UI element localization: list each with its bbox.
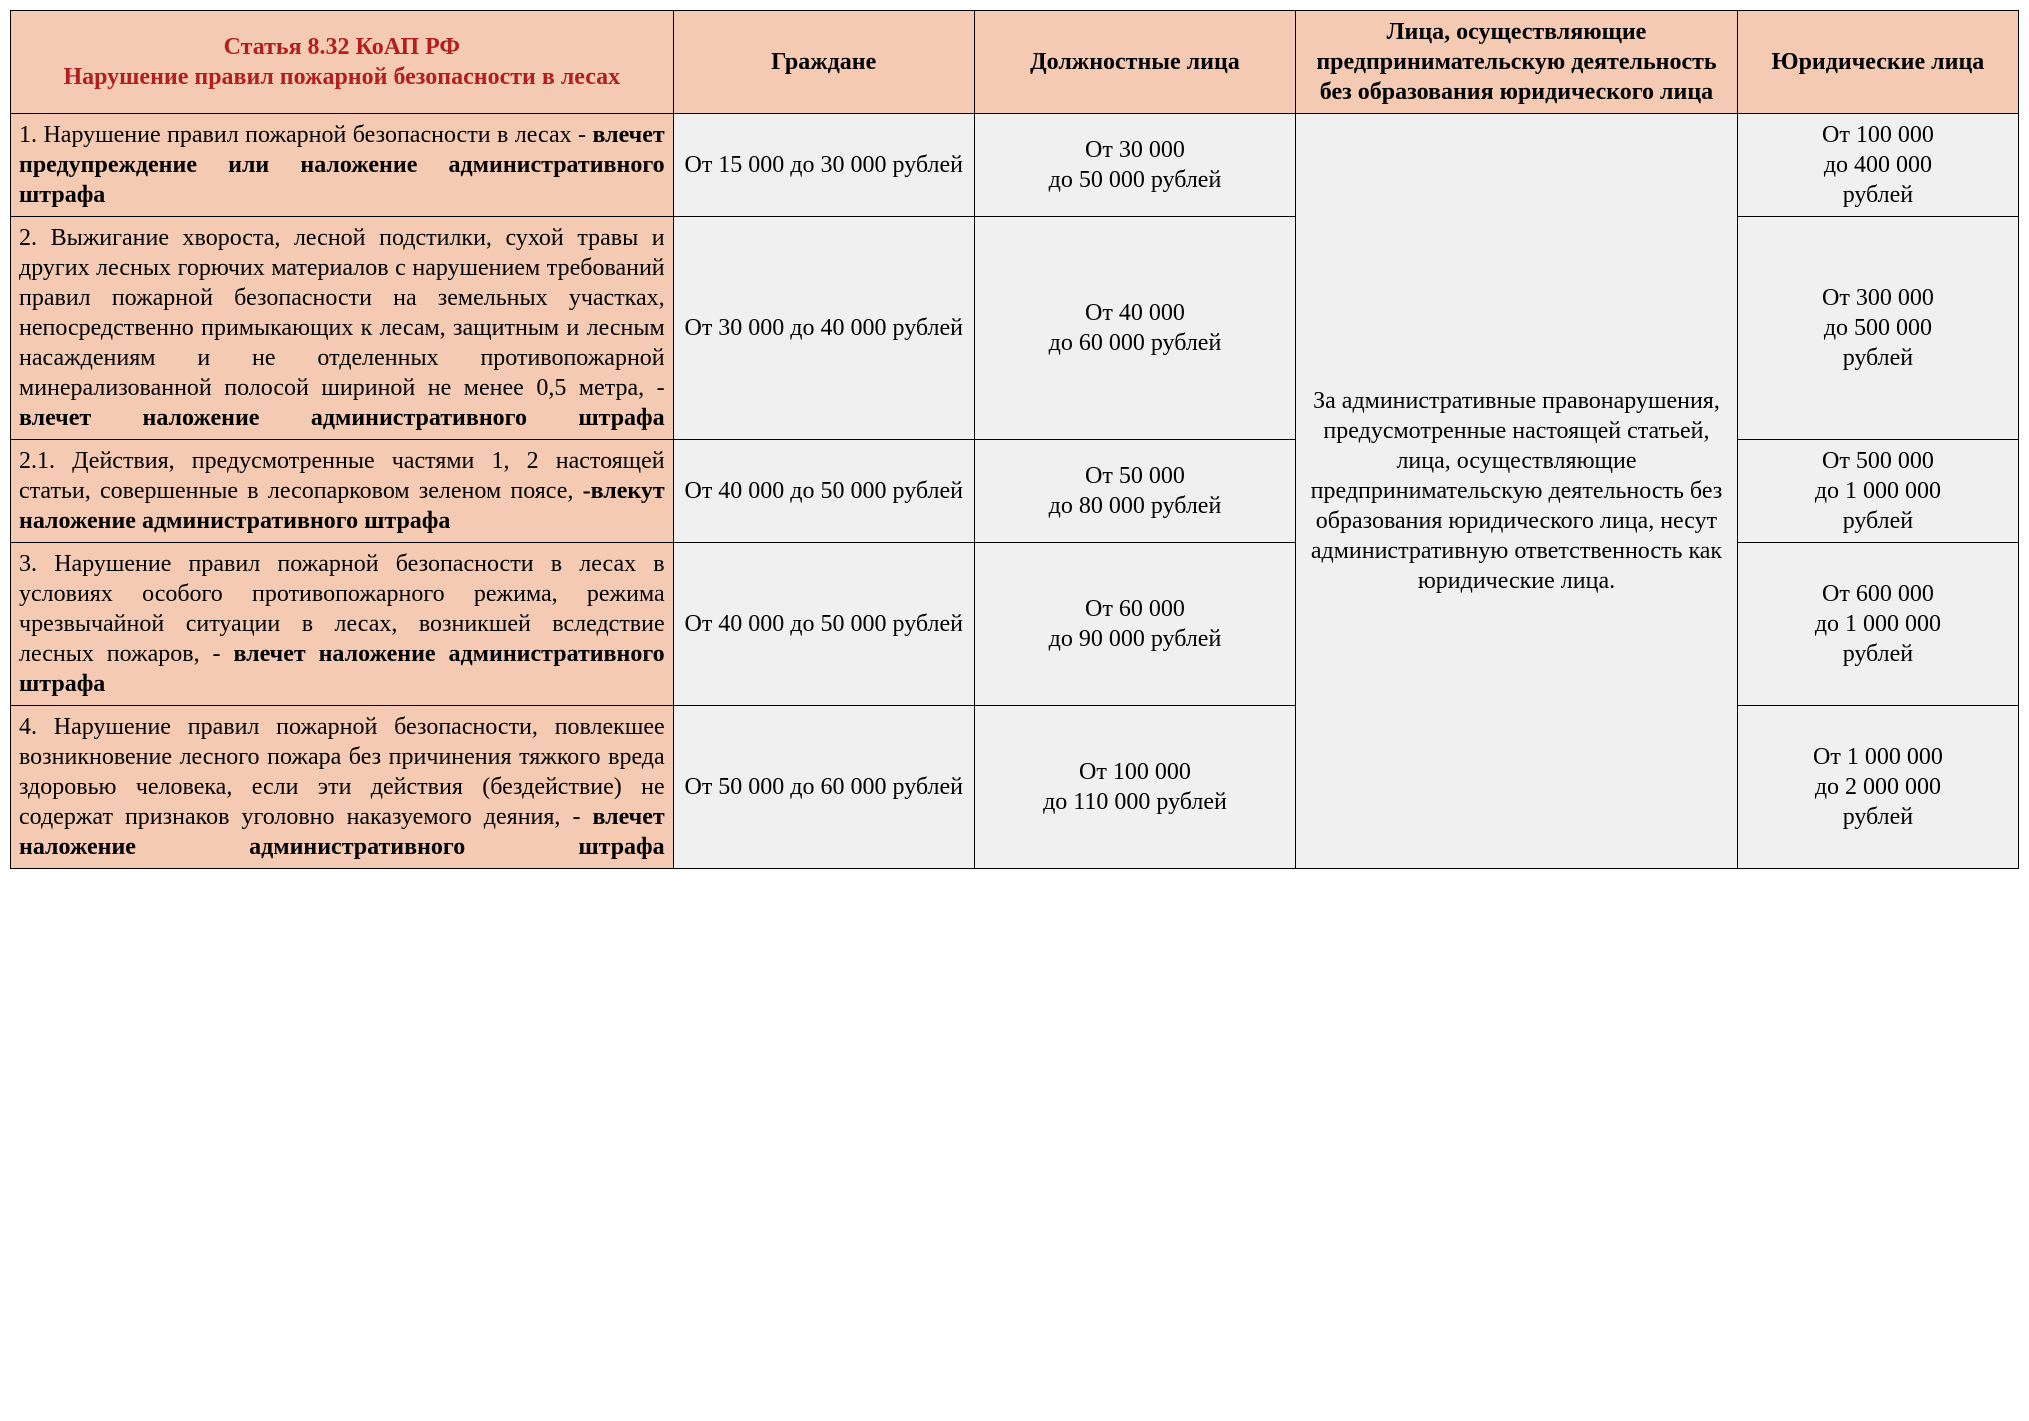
desc-cell: 2.1. Действия, предусмотренные частями 1… — [11, 440, 674, 543]
officials-cell: От 30 000 до 50 000 рублей — [974, 114, 1295, 217]
citizens-cell: От 15 000 до 30 000 рублей — [673, 114, 974, 217]
legal-cell: От 500 000 до 1 000 000 рублей — [1737, 440, 2018, 543]
title-line2: Нарушение правил пожарной безопасности в… — [63, 64, 620, 90]
fines-table: Статья 8.32 КоАП РФ Нарушение правил пож… — [10, 10, 2019, 869]
desc-cell: 3. Нарушение правил пожарной безопасност… — [11, 543, 674, 706]
officials-cell: От 60 000 до 90 000 рублей — [974, 543, 1295, 706]
desc-plain: 1. Нарушение правил пожарной безопасност… — [19, 122, 593, 148]
legal-cell: От 100 000 до 400 000 рублей — [1737, 114, 2018, 217]
ent-line1: Лица, осуществляющие предпринимательскую… — [1316, 19, 1716, 75]
desc-cell: 2. Выжигание хвороста, лесной подстилки,… — [11, 217, 674, 440]
col-citizens: Граждане — [673, 11, 974, 114]
citizens-cell: От 40 000 до 50 000 рублей — [673, 440, 974, 543]
header-row: Статья 8.32 КоАП РФ Нарушение правил пож… — [11, 11, 2019, 114]
desc-cell: 1. Нарушение правил пожарной безопасност… — [11, 114, 674, 217]
col-entrepreneurs: Лица, осуществляющие предпринимательскую… — [1296, 11, 1738, 114]
desc-plain: 4. Нарушение правил пожарной безопасност… — [19, 714, 665, 830]
officials-cell: От 100 000 до 110 000 рублей — [974, 706, 1295, 869]
entrepreneurs-merged-cell: За административные правонарушения, пред… — [1296, 114, 1738, 869]
citizens-cell: От 30 000 до 40 000 рублей — [673, 217, 974, 440]
desc-bold: влечет наложение административного штраф… — [19, 405, 665, 431]
legal-cell: От 600 000 до 1 000 000 рублей — [1737, 543, 2018, 706]
table-row: 1. Нарушение правил пожарной безопасност… — [11, 114, 2019, 217]
ent-line2: без образования юридического лица — [1320, 79, 1713, 105]
legal-cell: От 1 000 000 до 2 000 000 рублей — [1737, 706, 2018, 869]
col-officials: Должностные лица — [974, 11, 1295, 114]
col-legal: Юридические лица — [1737, 11, 2018, 114]
citizens-cell: От 40 000 до 50 000 рублей — [673, 543, 974, 706]
officials-cell: От 50 000 до 80 000 рублей — [974, 440, 1295, 543]
desc-plain: 2. Выжигание хвороста, лесной подстилки,… — [19, 225, 665, 401]
col-article-title: Статья 8.32 КоАП РФ Нарушение правил пож… — [11, 11, 674, 114]
title-line1: Статья 8.32 КоАП РФ — [224, 34, 460, 60]
officials-cell: От 40 000 до 60 000 рублей — [974, 217, 1295, 440]
desc-cell: 4. Нарушение правил пожарной безопасност… — [11, 706, 674, 869]
legal-cell: От 300 000 до 500 000 рублей — [1737, 217, 2018, 440]
citizens-cell: От 50 000 до 60 000 рублей — [673, 706, 974, 869]
desc-plain: 2.1. Действия, предусмотренные частями 1… — [19, 448, 665, 504]
